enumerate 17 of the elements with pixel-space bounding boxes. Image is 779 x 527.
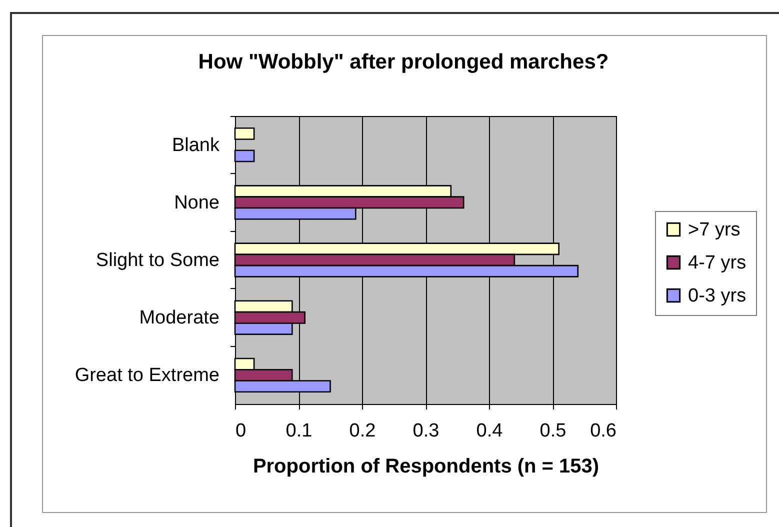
y-tick-label: Slight to Some: [96, 250, 220, 271]
x-axis-title: Proportion of Respondents (n = 153): [252, 456, 600, 478]
x-tick-label: 0.6: [590, 420, 616, 442]
legend-label: 4-7 yrs: [688, 252, 746, 274]
y-tick-label: Moderate: [139, 308, 220, 329]
y-tick-label: Great to Extreme: [74, 365, 220, 386]
y-tick-label: Blank: [172, 134, 220, 156]
x-tick-label: 0: [236, 420, 246, 442]
x-tick-label: 0.2: [349, 420, 376, 442]
y-tick-label: None: [174, 192, 220, 214]
x-tick-label: 0.1: [286, 420, 312, 442]
x-tick-label: 0.4: [476, 420, 504, 442]
legend-label: >7 yrs: [688, 220, 740, 240]
legend-label: 0-3 yrs: [688, 286, 746, 306]
x-tick-label: 0.3: [412, 420, 440, 442]
chart-title: How "Wobbly" after prolonged marches?: [198, 50, 609, 74]
x-tick-label: 0.5: [540, 420, 566, 442]
